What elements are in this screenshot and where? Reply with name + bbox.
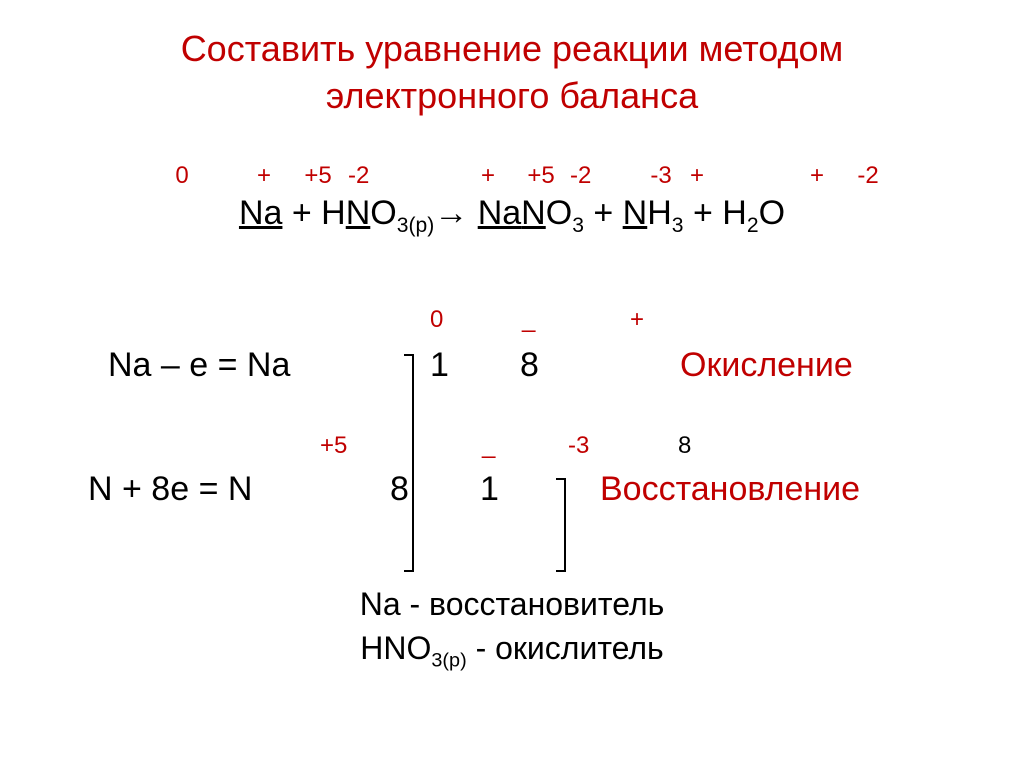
oxidation-states-row: 0++5-2++5-2-3++-2	[0, 162, 1024, 190]
summary-line-1: Na - восстановитель	[0, 586, 1024, 623]
bal1-left: Na – e = Na	[108, 346, 408, 385]
slide-title: Составить уравнение реакции методом элек…	[0, 26, 1024, 120]
balance-row-1: Na – e = Na 1 8 Окисление	[0, 346, 1024, 392]
eq-plus-h: + H	[282, 194, 345, 232]
bal1-col1: 1	[430, 346, 449, 385]
summary-rest: - окислитель	[467, 630, 664, 666]
bal2-col2: 1	[480, 470, 499, 509]
eq-plus3: + H	[684, 194, 747, 232]
eq-arrow: →	[434, 194, 477, 232]
eq-na: Na	[239, 194, 282, 232]
summary-sub: 3(р)	[431, 649, 466, 671]
bracket-1	[404, 354, 414, 572]
eq-n3: N	[623, 194, 648, 232]
bal2-left: N + 8e = N	[88, 470, 252, 509]
eq-sub3-1: 3	[397, 214, 409, 237]
eq-o2: O	[546, 194, 572, 232]
summary-line-2: HNO3(р) - окислитель	[0, 630, 1024, 672]
summary-hno: HNO	[360, 630, 431, 666]
eq-n1: N	[346, 194, 371, 232]
eq-p: (р)	[408, 214, 434, 237]
eq-na2: Na	[478, 194, 521, 232]
eq-sub2: 2	[747, 214, 759, 237]
eq-n2: N	[521, 194, 546, 232]
main-equation: Na + HNO3(р)→ NaNO3 + NH3 + H2O	[0, 194, 1024, 238]
eq-sub3-2: 3	[572, 214, 584, 237]
eq-h3: H	[647, 194, 672, 232]
bracket-2	[556, 478, 566, 572]
eq-plus2: +	[584, 194, 623, 232]
eq-sub3-3: 3	[672, 214, 684, 237]
eq-o3: O	[759, 194, 785, 232]
bal1-label: Окисление	[680, 346, 853, 385]
title-line-2: электронного баланса	[60, 73, 964, 120]
eq-o1: O	[370, 194, 396, 232]
bal2-label: Восстановление	[600, 470, 860, 509]
title-line-1: Составить уравнение реакции методом	[60, 26, 964, 73]
balance-row-2: N + 8e = N 8 1 Восстановление	[0, 470, 1024, 516]
bal1-col2: 8	[520, 346, 539, 385]
